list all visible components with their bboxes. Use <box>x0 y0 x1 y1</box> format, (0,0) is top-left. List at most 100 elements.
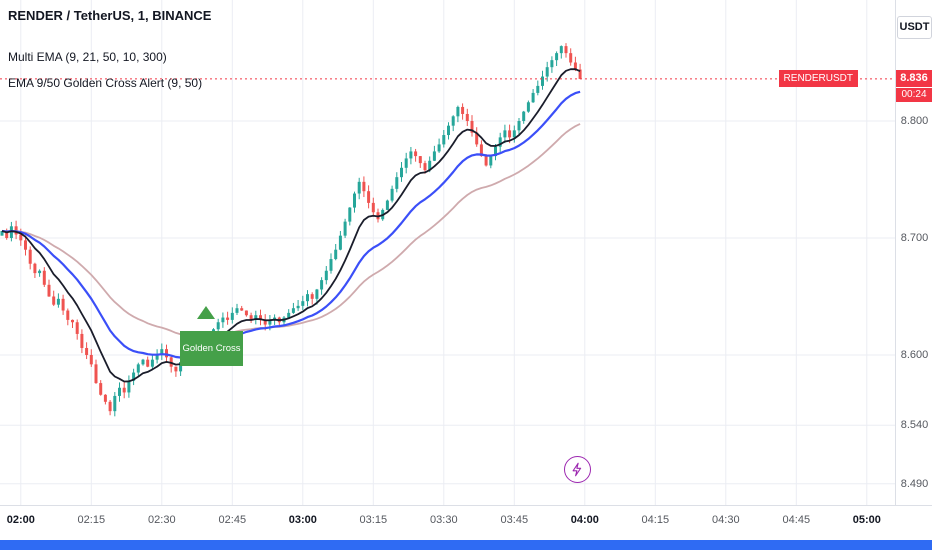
time-axis[interactable]: 02:00 02:15 02:30 02:45 03:00 03:15 03:30 03:45… <box>0 505 932 541</box>
last-price-badge: 8.836 <box>896 70 932 87</box>
candle-body <box>259 315 262 320</box>
lightning-bolt-icon <box>572 462 582 477</box>
time-label: 02:00 <box>6 514 35 526</box>
candle-body <box>522 111 526 121</box>
price-tick-label: 8.800 <box>900 115 929 127</box>
candle-body <box>329 259 333 271</box>
candle-body <box>428 160 432 171</box>
candle-body <box>268 319 272 325</box>
candle-body <box>127 380 131 393</box>
time-label: 04:30 <box>712 514 740 526</box>
candle-body <box>150 359 154 367</box>
candle-body <box>447 125 450 136</box>
candle-body <box>456 106 460 117</box>
candle-body <box>545 67 549 77</box>
candle-body <box>555 53 559 61</box>
price-tick-label: 8.700 <box>900 232 929 244</box>
candle-body <box>442 135 446 145</box>
candle-body <box>559 46 563 54</box>
indicator-golden-cross-alert[interactable]: EMA 9/50 Golden Cross Alert (9, 50) <box>8 76 203 90</box>
candle-body <box>418 156 422 164</box>
candle-body <box>33 263 37 274</box>
candle-body <box>80 333 84 348</box>
candle-body <box>0 230 4 236</box>
candle-body <box>400 167 403 178</box>
candle-body <box>531 92 535 103</box>
candle-body <box>479 144 483 157</box>
candle-body <box>395 177 399 189</box>
candle-body <box>432 151 436 161</box>
candle-body <box>287 312 291 318</box>
candle-body <box>56 298 60 305</box>
indicator-multi-ema[interactable]: Multi EMA (9, 21, 50, 10, 300) <box>8 50 167 64</box>
candle-body <box>85 347 89 355</box>
candle-body <box>385 200 389 210</box>
candle-body <box>414 151 418 157</box>
time-label: 04:00 <box>570 514 599 526</box>
candle-body <box>38 270 42 274</box>
candle-body <box>5 230 9 238</box>
candle-body <box>475 132 479 145</box>
chart-legend: RENDER / TetherUS, 1, BINANCE Multi EMA … <box>8 8 211 102</box>
candle-body <box>94 364 98 384</box>
candle-body <box>230 312 234 320</box>
candle-body <box>461 106 465 114</box>
candle-body <box>324 270 328 281</box>
chart-pane[interactable]: RENDER / TetherUS, 1, BINANCE Multi EMA … <box>0 0 895 505</box>
candle-body <box>357 181 361 194</box>
candle-body <box>244 310 248 316</box>
time-label: 04:15 <box>641 514 670 526</box>
candle-body <box>249 315 253 320</box>
candle-body <box>494 146 497 157</box>
candle-body <box>108 401 112 412</box>
alert-marker[interactable] <box>564 456 591 483</box>
candle-body <box>334 249 338 260</box>
candle-body <box>409 151 413 159</box>
candle-body <box>512 130 516 138</box>
candle-body <box>320 280 324 290</box>
price-tick-label: 8.490 <box>900 477 929 490</box>
candle-body <box>301 301 305 306</box>
ema-line <box>1 90 581 359</box>
candle-body <box>564 46 568 54</box>
candle-body <box>235 308 239 313</box>
time-label: 02:45 <box>218 514 247 526</box>
candle-body <box>66 310 70 320</box>
triangle-up-icon <box>197 306 215 319</box>
time-label: 03:30 <box>430 514 458 526</box>
candle-body <box>132 372 136 381</box>
candle-body <box>470 121 474 133</box>
candle-body <box>541 76 544 86</box>
golden-cross-label[interactable]: Golden Cross <box>180 331 243 366</box>
candle-body <box>103 394 107 402</box>
candle-body <box>221 317 225 323</box>
candle-body <box>291 308 295 313</box>
ticker-price-label: RENDERUSDT <box>778 70 858 87</box>
candle-body <box>160 349 164 355</box>
candle-body <box>404 158 408 168</box>
candle-body <box>165 349 168 358</box>
candle-body <box>498 137 502 147</box>
candle-body <box>61 298 65 311</box>
candle-body <box>390 188 394 201</box>
candle-body <box>578 69 582 79</box>
candle-body <box>536 85 540 93</box>
candle-body <box>263 319 267 325</box>
candle-body <box>451 116 455 126</box>
candle-body <box>24 240 27 250</box>
candle-body <box>226 317 230 320</box>
candle-body <box>362 181 366 192</box>
symbol-title[interactable]: RENDER / TetherUS, 1, BINANCE <box>8 8 212 23</box>
candle-body <box>484 156 488 166</box>
candle-body <box>89 355 93 365</box>
candle-body <box>550 60 554 68</box>
candle-body <box>343 221 347 236</box>
candle-body <box>526 102 530 112</box>
candle-body <box>146 359 150 367</box>
ema-line <box>1 123 581 338</box>
bar-countdown-badge: 00:24 <box>896 88 932 102</box>
currency-toggle-button[interactable]: USDT <box>897 16 932 39</box>
candle-body <box>113 395 117 412</box>
candle-body <box>310 294 314 299</box>
